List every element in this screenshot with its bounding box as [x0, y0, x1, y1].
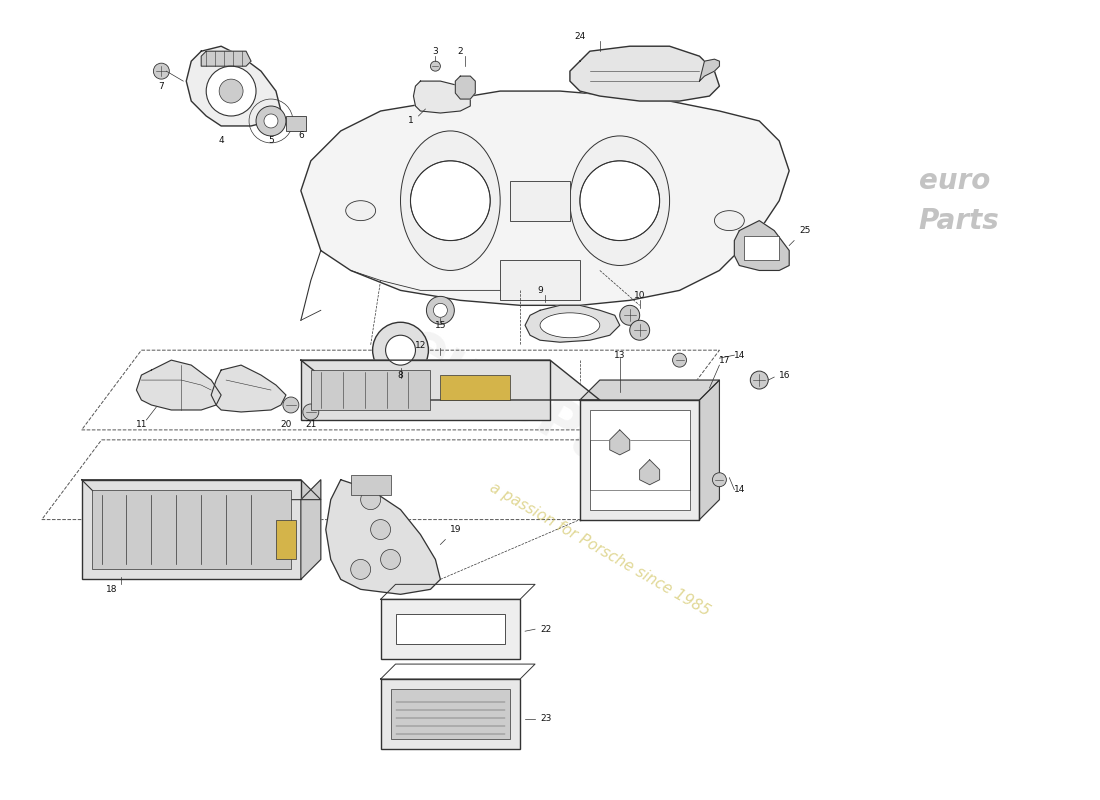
Text: 3: 3: [432, 46, 438, 56]
Circle shape: [713, 473, 726, 486]
Bar: [276, 519, 296, 559]
Circle shape: [629, 320, 650, 340]
Text: 14: 14: [734, 350, 745, 360]
Text: 19: 19: [450, 525, 462, 534]
Bar: [590, 410, 690, 510]
Polygon shape: [609, 430, 629, 455]
Text: a passion for Porsche since 1985: a passion for Porsche since 1985: [487, 480, 713, 619]
Circle shape: [371, 519, 390, 539]
Text: 20: 20: [280, 421, 292, 430]
Text: 8: 8: [397, 370, 404, 379]
Bar: [286, 116, 306, 131]
Polygon shape: [186, 46, 280, 126]
Circle shape: [302, 404, 319, 420]
Text: 6: 6: [298, 131, 304, 141]
Polygon shape: [580, 380, 719, 400]
Circle shape: [619, 306, 640, 326]
Polygon shape: [570, 46, 719, 101]
Bar: [390, 689, 510, 739]
Circle shape: [580, 161, 660, 241]
Bar: [381, 599, 520, 659]
Polygon shape: [735, 221, 789, 270]
Text: 4: 4: [218, 137, 224, 146]
Circle shape: [430, 61, 440, 71]
Circle shape: [386, 335, 416, 365]
Polygon shape: [640, 460, 660, 485]
Bar: [91, 490, 290, 570]
Text: 17: 17: [719, 356, 730, 365]
Circle shape: [427, 296, 454, 324]
Text: 16: 16: [779, 370, 791, 379]
Circle shape: [361, 490, 381, 510]
Bar: [590, 440, 690, 490]
Bar: [510, 181, 570, 221]
Polygon shape: [301, 480, 321, 579]
Text: 18: 18: [106, 585, 118, 594]
Bar: [396, 614, 505, 644]
Circle shape: [256, 106, 286, 136]
Ellipse shape: [400, 131, 500, 270]
Text: 15: 15: [434, 321, 447, 330]
Polygon shape: [455, 76, 475, 99]
Text: 12: 12: [415, 341, 426, 350]
Text: 7: 7: [158, 82, 164, 90]
Polygon shape: [201, 51, 251, 66]
Bar: [745, 235, 779, 261]
Bar: [381, 679, 520, 749]
Text: Parts: Parts: [918, 206, 1000, 234]
Text: 9: 9: [537, 286, 543, 295]
Bar: [500, 261, 580, 300]
Ellipse shape: [570, 136, 670, 266]
Text: 25: 25: [799, 226, 811, 235]
Text: euro: euro: [918, 166, 990, 194]
Polygon shape: [326, 480, 440, 594]
Bar: [311, 370, 430, 410]
Circle shape: [283, 397, 299, 413]
Circle shape: [381, 550, 400, 570]
Polygon shape: [700, 59, 719, 81]
Circle shape: [153, 63, 169, 79]
Text: 2: 2: [458, 46, 463, 56]
Polygon shape: [81, 480, 321, 500]
Polygon shape: [525, 306, 619, 342]
Circle shape: [672, 353, 686, 367]
Bar: [301, 360, 550, 420]
Text: 13: 13: [614, 350, 626, 360]
Text: 22: 22: [540, 625, 551, 634]
Circle shape: [264, 114, 278, 128]
Text: 21: 21: [305, 421, 317, 430]
Circle shape: [219, 79, 243, 103]
Circle shape: [750, 371, 768, 389]
Polygon shape: [136, 360, 221, 410]
Polygon shape: [700, 380, 719, 519]
Bar: [81, 480, 301, 579]
Circle shape: [351, 559, 371, 579]
Circle shape: [410, 161, 491, 241]
Bar: [351, 474, 390, 494]
Circle shape: [373, 322, 428, 378]
Text: 23: 23: [540, 714, 551, 723]
Text: 14: 14: [734, 485, 745, 494]
Ellipse shape: [540, 313, 600, 338]
Bar: [440, 375, 510, 400]
Circle shape: [433, 303, 448, 318]
Ellipse shape: [714, 210, 745, 230]
Polygon shape: [211, 365, 286, 412]
Text: euroParts: euroParts: [396, 314, 704, 525]
Polygon shape: [301, 91, 789, 306]
Text: 24: 24: [574, 32, 585, 41]
Text: 11: 11: [135, 421, 147, 430]
Polygon shape: [301, 360, 600, 400]
Polygon shape: [580, 400, 700, 519]
Polygon shape: [414, 81, 471, 113]
Circle shape: [206, 66, 256, 116]
Text: 10: 10: [634, 291, 646, 300]
Text: 1: 1: [408, 117, 414, 126]
Text: 5: 5: [268, 137, 274, 146]
Ellipse shape: [345, 201, 375, 221]
